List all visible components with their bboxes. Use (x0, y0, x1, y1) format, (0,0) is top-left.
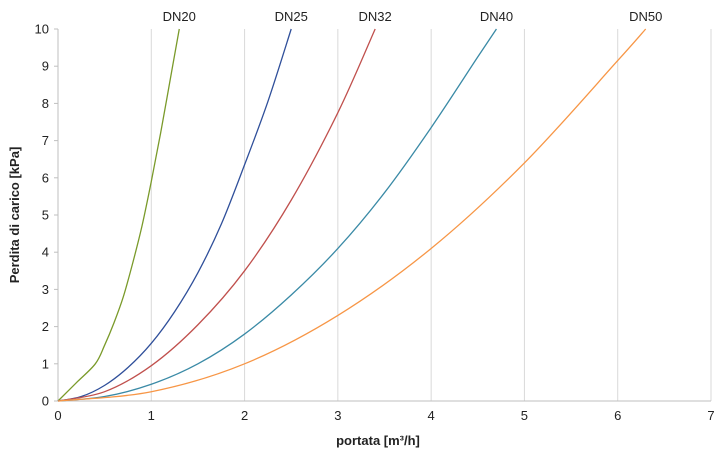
series-label-dn50: DN50 (629, 9, 662, 24)
y-tick-label: 2 (42, 319, 49, 334)
x-tick-label: 3 (334, 408, 341, 423)
x-axis-title: portata [m³/h] (336, 433, 420, 448)
series-label-dn40: DN40 (480, 9, 513, 24)
series-lines (57, 28, 647, 402)
x-tick-label: 2 (241, 408, 248, 423)
y-tick-label: 4 (42, 245, 49, 260)
x-tick-label: 5 (521, 408, 528, 423)
y-tick-label: 9 (42, 59, 49, 74)
x-tick-labels: 0 1 2 3 4 5 6 7 (54, 408, 714, 423)
series-line-dn20 (57, 28, 180, 402)
x-tick-label: 4 (428, 408, 435, 423)
y-tick-label: 10 (35, 22, 49, 37)
y-tick-label: 6 (42, 170, 49, 185)
x-tick-label: 1 (148, 408, 155, 423)
y-tick-labels: 0 1 2 3 4 5 6 7 8 9 10 (35, 22, 58, 409)
y-axis-title: Perdita di carico [kPa] (7, 147, 22, 284)
x-tick-label: 0 (54, 408, 61, 423)
axes (57, 29, 711, 402)
y-tick-label: 3 (42, 282, 49, 297)
series-line-dn40 (57, 28, 497, 402)
series-line-dn25 (57, 28, 292, 402)
series-label-dn25: DN25 (275, 9, 308, 24)
y-tick-label: 8 (42, 96, 49, 111)
x-tick-label: 6 (614, 408, 621, 423)
x-tick-label: 7 (707, 408, 714, 423)
series-label-dn20: DN20 (163, 9, 196, 24)
series-label-dn32: DN32 (359, 9, 392, 24)
series-labels: DN20 DN25 DN32 DN40 DN50 (163, 9, 663, 24)
y-tick-label: 5 (42, 208, 49, 223)
y-tick-label: 7 (42, 133, 49, 148)
series-line-dn50 (57, 28, 647, 402)
series-line-dn32 (57, 28, 376, 402)
grid-lines (150, 29, 712, 401)
y-tick-label: 1 (42, 356, 49, 371)
y-tick-label: 0 (42, 394, 49, 409)
